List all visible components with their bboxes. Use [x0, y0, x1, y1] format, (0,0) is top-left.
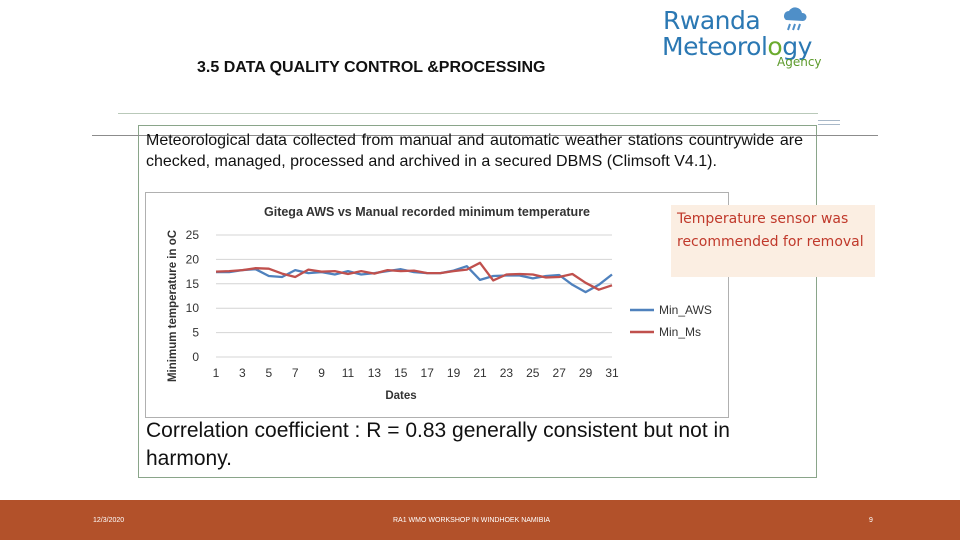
- x-tick-label: 9: [318, 366, 325, 380]
- series-line-min-ms: [215, 261, 613, 291]
- divider-accent-1: [818, 120, 840, 121]
- temperature-line-chart: Gitega AWS vs Manual recorded minimum te…: [145, 192, 729, 418]
- x-tick-label: 21: [473, 366, 487, 380]
- y-tick-label: 5: [192, 326, 199, 340]
- rwanda-meteorology-logo: Rwanda Meteorology Agency: [660, 4, 840, 72]
- y-tick-label: 20: [186, 252, 200, 266]
- sensor-removal-callout: Temperature sensor was recommended for r…: [671, 205, 875, 277]
- chart-title: Gitega AWS vs Manual recorded minimum te…: [264, 205, 590, 219]
- logo-line-2: Meteorology: [662, 32, 812, 61]
- cloud-rain-icon: [784, 7, 807, 31]
- x-tick-label: 15: [394, 366, 408, 380]
- legend-label: Min_Ms: [659, 325, 701, 339]
- slide-title: 3.5 DATA QUALITY CONTROL &PROCESSING: [197, 59, 546, 76]
- x-tick-label: 3: [239, 366, 246, 380]
- footer-date: 12/3/2020: [93, 517, 125, 524]
- y-axis-label: Minimum temperature in oC: [167, 230, 179, 382]
- x-tick-label: 5: [265, 366, 272, 380]
- logo-line-3: Agency: [777, 55, 822, 69]
- x-tick-label: 11: [342, 366, 355, 380]
- footer-page-number: 9: [869, 517, 873, 524]
- divider-middle: [92, 135, 878, 136]
- series-line-min-aws: [216, 265, 613, 294]
- y-tick-label: 25: [186, 228, 200, 242]
- y-tick-label: 10: [186, 301, 200, 315]
- x-tick-label: 13: [368, 366, 382, 380]
- divider-accent-2: [818, 124, 840, 125]
- x-tick-label: 25: [526, 366, 540, 380]
- x-tick-label: 19: [447, 366, 461, 380]
- x-tick-label: 7: [292, 366, 299, 380]
- intro-paragraph: Meteorological data collected from manua…: [146, 132, 803, 170]
- footer-event: RA1 WMO WORKSHOP IN WINDHOEK NAMIBIA: [393, 517, 550, 524]
- callout-text: Temperature sensor was recommended for r…: [677, 211, 864, 250]
- x-tick-label: 23: [500, 366, 514, 380]
- footer-bar: 12/3/2020 RA1 WMO WORKSHOP IN WINDHOEK N…: [0, 500, 960, 540]
- y-tick-label: 15: [186, 277, 200, 291]
- x-axis-label: Dates: [385, 390, 416, 402]
- x-tick-label: 27: [553, 366, 567, 380]
- correlation-conclusion: Correlation coefficient : R = 0.83 gener…: [146, 419, 730, 470]
- logo-line-1: Rwanda: [663, 6, 761, 35]
- y-tick-label: 0: [192, 350, 199, 364]
- x-tick-label: 17: [421, 366, 435, 380]
- divider-top: [118, 113, 818, 114]
- x-tick-label: 31: [605, 366, 619, 380]
- logo-sun-letter: o: [767, 32, 783, 61]
- x-tick-label: 1: [213, 366, 220, 380]
- x-tick-label: 29: [579, 366, 593, 380]
- legend-label: Min_AWS: [659, 303, 712, 317]
